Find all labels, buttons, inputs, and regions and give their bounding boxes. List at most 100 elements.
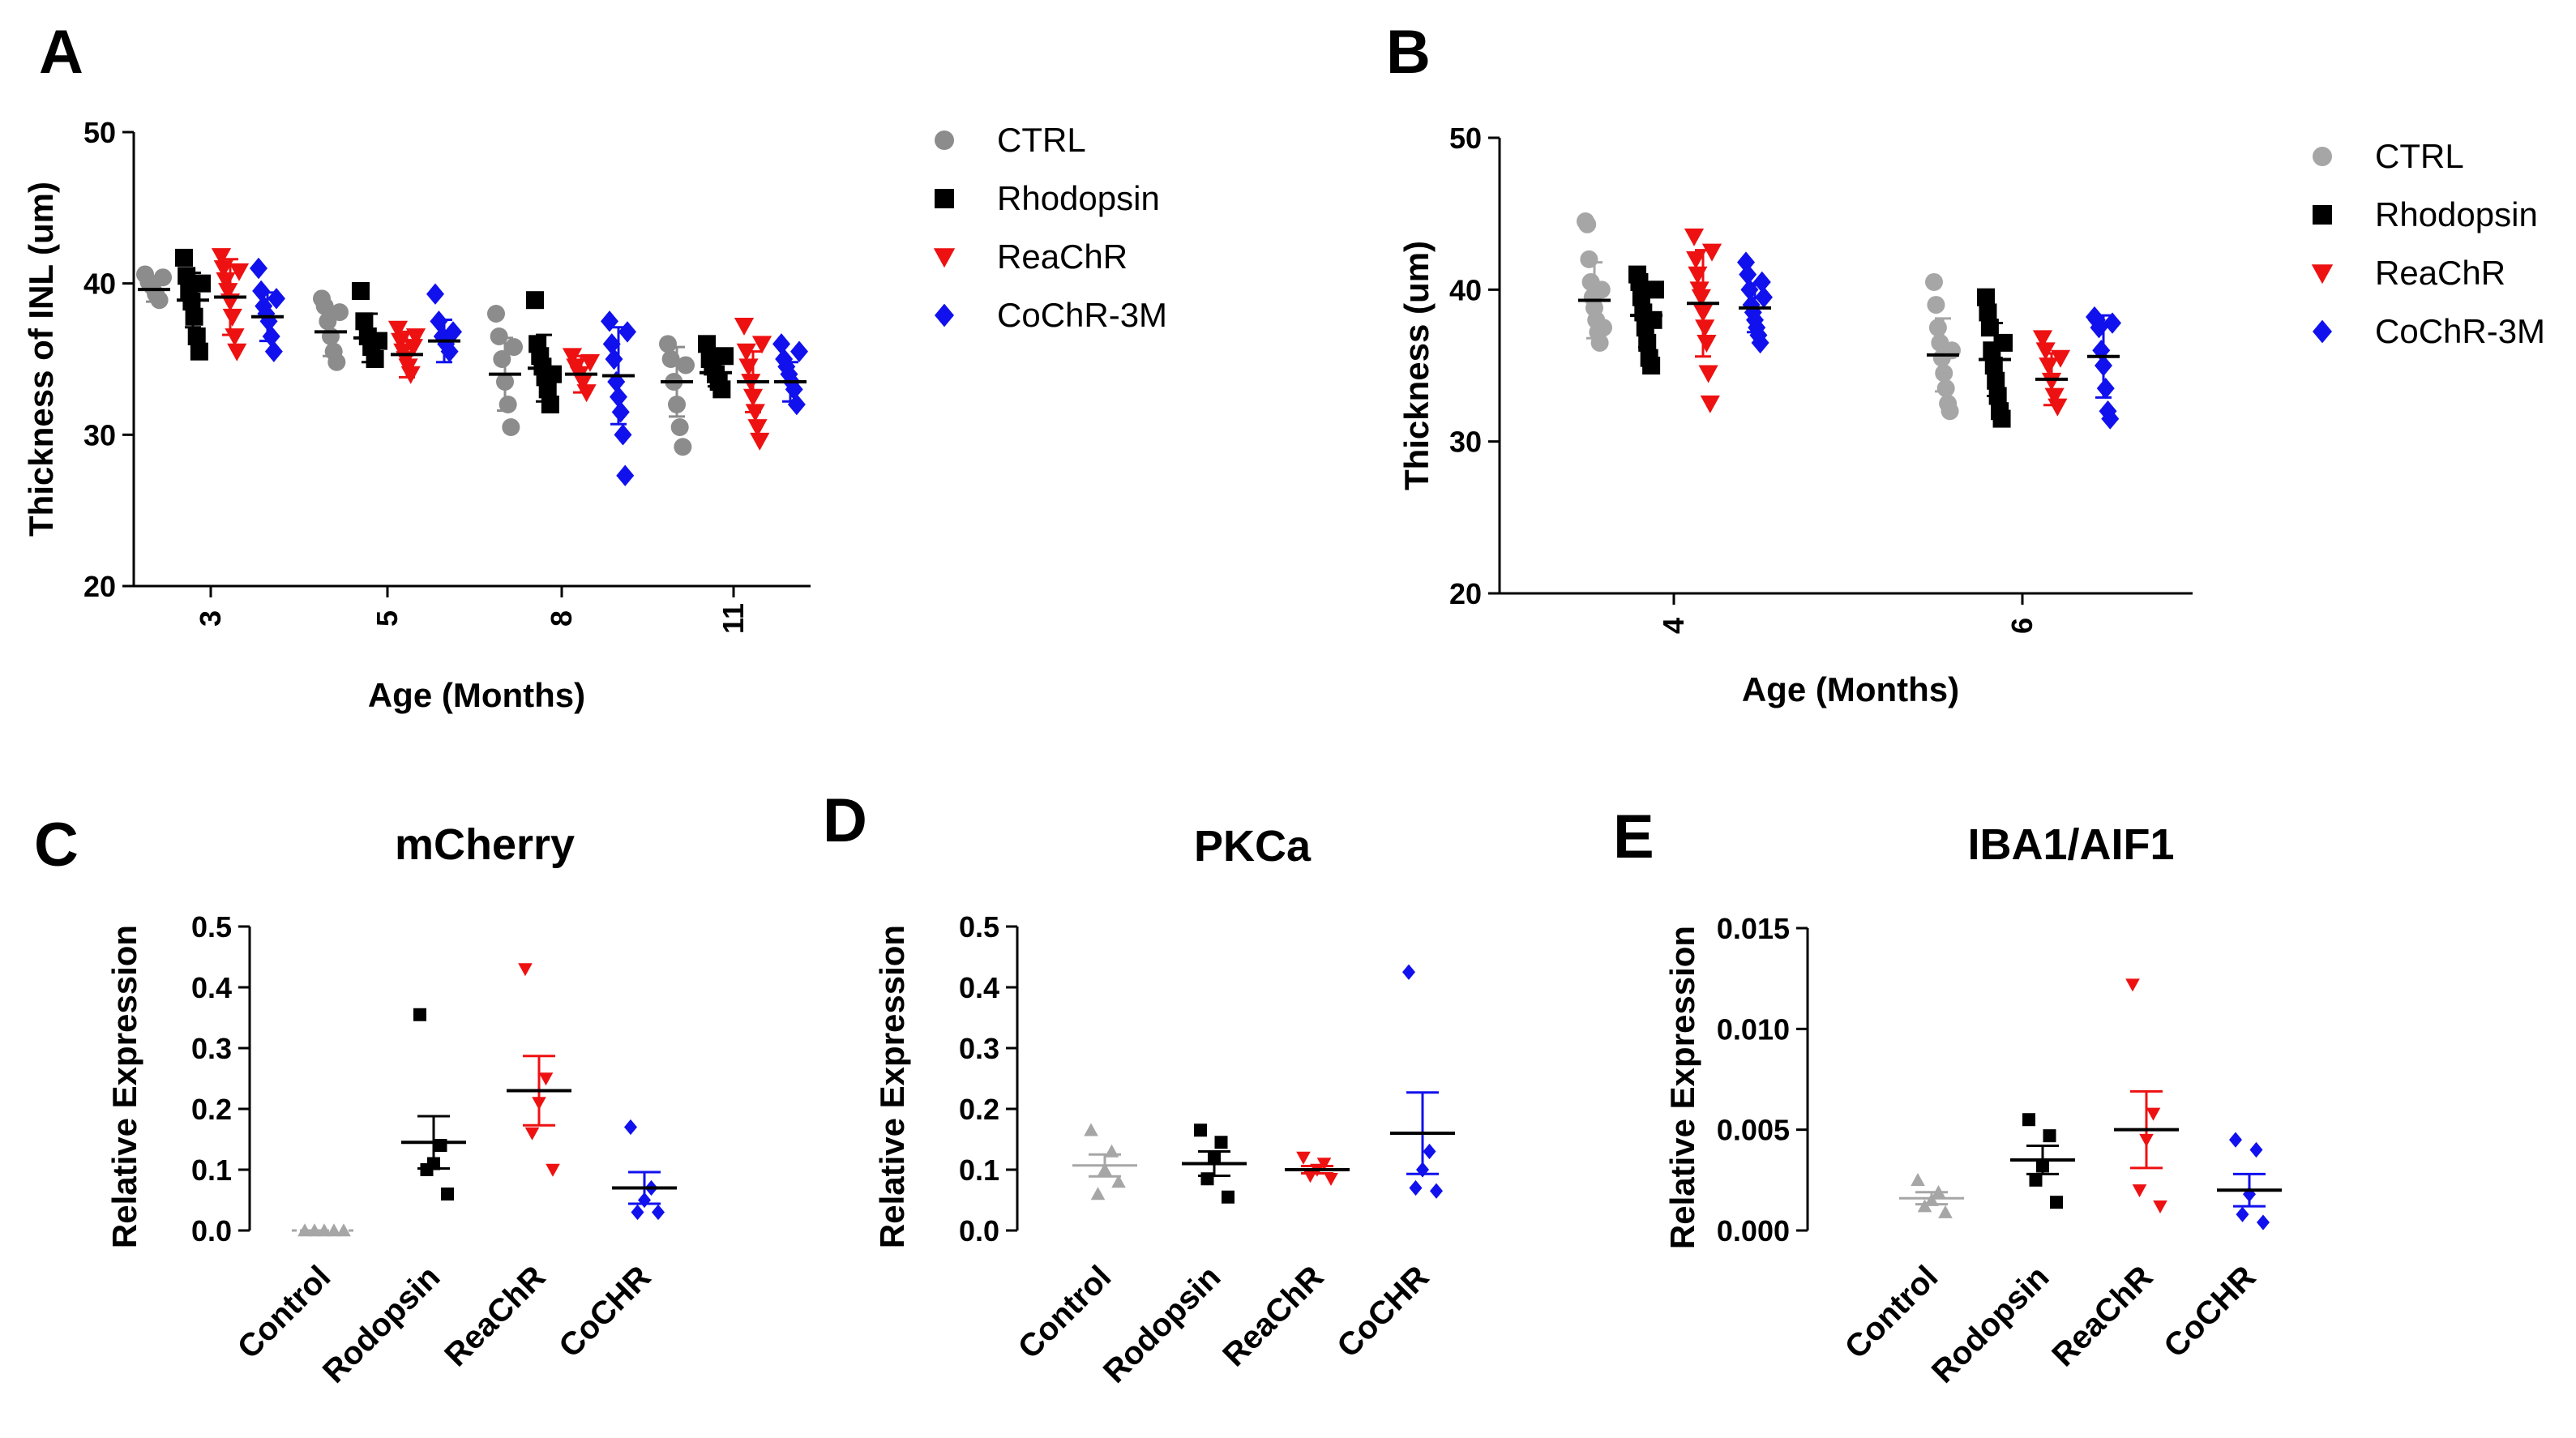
y-tick-label: 0.0: [191, 1214, 232, 1248]
y-tick-label: 0.015: [1717, 912, 1790, 945]
data-point: [541, 396, 559, 413]
data-point: [227, 343, 247, 362]
data-point: [493, 350, 511, 368]
data-point: [1303, 1170, 1318, 1183]
data-point: [213, 260, 233, 279]
data-point: [441, 1188, 454, 1200]
data-point: [502, 418, 520, 436]
data-point: [1941, 402, 1959, 421]
legend-marker: [2313, 147, 2332, 166]
data-point: [1927, 296, 1945, 315]
data-point: [605, 348, 623, 370]
data-point: [487, 305, 505, 323]
data-point: [712, 380, 731, 399]
y-tick-label: 0.005: [1717, 1114, 1790, 1147]
data-point: [677, 356, 695, 374]
data-point: [1638, 333, 1657, 352]
data-point: [499, 396, 517, 413]
data-point: [1580, 250, 1598, 268]
data-point: [631, 1204, 644, 1221]
data-point: [430, 310, 448, 332]
y-axis-title: Thickness of INL (um): [22, 182, 60, 537]
data-point: [327, 353, 346, 371]
chart-c-mcherry: 0.0 0.1 0.2 0.3 0.4 0.5 mCherry Relative Expres…: [105, 820, 677, 1390]
category-label: CoCHR: [2157, 1259, 2262, 1364]
y-tick-label: 0.2: [191, 1093, 232, 1126]
data-point: [426, 283, 444, 305]
data-point: [307, 1223, 322, 1237]
data-point: [1925, 272, 1943, 291]
category-label: Control: [1012, 1259, 1119, 1366]
legend-label: CTRL: [2375, 137, 2464, 175]
category-label: Rodopsin: [316, 1259, 447, 1390]
x-tick-label: 3: [194, 610, 227, 627]
data-point: [1200, 1172, 1214, 1186]
chart-a-inl-thickness: 20 30 40 50 3 5 8 11 Age (Months) Thickness of IN…: [22, 116, 1167, 714]
category-label: CoCHR: [1330, 1259, 1436, 1364]
y-tick-label: 50: [1449, 122, 1482, 155]
data-point: [490, 327, 508, 345]
data-point: [668, 396, 686, 413]
data-point: [1084, 1123, 1098, 1136]
category-label: Rodopsin: [1925, 1259, 2056, 1390]
data-point: [614, 424, 632, 446]
data-point: [738, 358, 759, 377]
data-point: [413, 1008, 426, 1021]
x-tick-label: 8: [545, 610, 578, 627]
data-point: [400, 366, 421, 384]
data-point: [2103, 312, 2121, 334]
data-point: [546, 1163, 560, 1177]
data-point: [1578, 215, 1597, 233]
y-tick-label: 0.4: [959, 971, 999, 1004]
data-point: [387, 320, 409, 339]
data-point: [1695, 319, 1715, 338]
data-point: [1324, 1173, 1338, 1187]
data-point: [218, 283, 238, 302]
data-point: [1642, 357, 1661, 374]
data-point: [611, 401, 630, 423]
data-point: [1594, 319, 1612, 337]
data-point: [366, 350, 384, 368]
legend-marker: [2313, 319, 2332, 344]
data-point: [187, 327, 206, 345]
y-tick-label: 40: [1449, 273, 1482, 306]
category-label: ReaChR: [2045, 1259, 2159, 1373]
data-point: [1697, 335, 1717, 353]
data-point: [1090, 1187, 1106, 1200]
data-point: [1423, 1143, 1436, 1160]
data-point: [2153, 1200, 2167, 1213]
data-point: [216, 272, 236, 291]
y-tick-label: 0.3: [191, 1032, 232, 1065]
data-point: [405, 328, 426, 347]
data-point: [178, 267, 196, 285]
category-label: ReaChR: [438, 1259, 552, 1373]
data-point: [331, 303, 349, 322]
y-tick-label: 50: [83, 116, 116, 149]
data-point: [225, 328, 245, 347]
data-point: [1222, 1190, 1235, 1204]
data-point: [1928, 319, 1947, 337]
data-point: [352, 282, 370, 300]
category-label: Rodopsin: [1097, 1259, 1228, 1390]
data-point: [2032, 330, 2053, 349]
y-tick-label: 0.4: [191, 971, 232, 1004]
y-tick-label: 0.1: [959, 1153, 999, 1187]
data-point: [355, 312, 374, 331]
x-axis-title: Age (Months): [1742, 670, 1959, 708]
x-tick-label: 6: [2005, 618, 2039, 634]
legend-label: Rhodopsin: [2375, 195, 2538, 233]
data-point: [1194, 1123, 1207, 1137]
data-point: [751, 336, 772, 354]
data-point: [2035, 342, 2056, 361]
data-point: [2095, 354, 2112, 377]
data-point: [601, 310, 618, 332]
data-point: [750, 432, 770, 451]
data-point: [403, 339, 423, 357]
data-point: [1911, 1173, 1925, 1187]
data-point: [2022, 1113, 2035, 1127]
y-tick-label: 0.5: [959, 910, 999, 944]
data-point: [742, 388, 764, 407]
data-point: [444, 321, 462, 343]
data-point: [1751, 332, 1769, 354]
data-point: [716, 347, 734, 366]
